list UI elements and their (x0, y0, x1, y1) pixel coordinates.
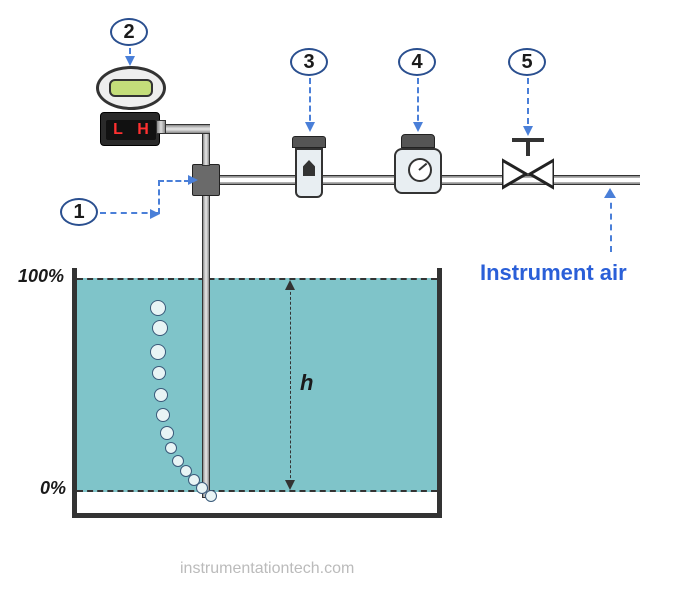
callout-3-arrow (309, 78, 311, 130)
transmitter-stub (156, 120, 166, 134)
level-100-label: 100% (18, 266, 64, 287)
bubble (180, 465, 192, 477)
transmitter-lh-ports: L H (106, 120, 156, 140)
callout-4: 4 (398, 48, 436, 76)
dp-transmitter: L H (100, 112, 160, 146)
rotameter (292, 136, 326, 198)
air-regulator (394, 134, 442, 194)
rotameter-cap (292, 136, 326, 148)
bubble (154, 388, 168, 402)
callout-1-arrow-elbow (158, 180, 160, 214)
h-dimension-line (290, 282, 291, 488)
dip-tube (202, 192, 210, 498)
transmitter-head (96, 66, 166, 110)
bubble (150, 300, 166, 316)
isolation-valve (502, 138, 554, 194)
bubble (172, 455, 184, 467)
instrument-air-arrow (610, 192, 612, 252)
callout-1: 1 (60, 198, 98, 226)
rotameter-float (303, 160, 315, 176)
bubble (165, 442, 177, 454)
bubbler-level-diagram: 100% 0% h L H (0, 0, 690, 610)
regulator-knob (401, 134, 435, 148)
transmitter-impulse-line-h (160, 124, 210, 134)
bubble (150, 344, 166, 360)
bubble (152, 320, 168, 336)
water (77, 278, 437, 492)
instrument-air-label: Instrument air (480, 260, 627, 286)
bubble (160, 426, 174, 440)
port-l-label: L (113, 121, 123, 139)
callout-1-arrow-elbow2 (158, 180, 190, 182)
h-label: h (300, 370, 313, 396)
bubble (188, 474, 200, 486)
callout-5: 5 (508, 48, 546, 76)
rotameter-body (295, 148, 323, 198)
callout-4-arrow (417, 78, 419, 130)
callout-5-arrow (527, 78, 529, 134)
valve-body (502, 156, 554, 192)
callout-1-arrow (100, 212, 158, 214)
callout-2: 2 (110, 18, 148, 46)
port-h-label: H (137, 121, 149, 139)
watermark: instrumentationtech.com (180, 560, 354, 578)
instrument-air-arrowhead (604, 188, 616, 198)
bubble (205, 490, 217, 502)
callout-1-arrowhead (188, 175, 198, 185)
level-0-label: 0% (40, 478, 66, 499)
regulator-body (394, 148, 442, 194)
callout-3: 3 (290, 48, 328, 76)
bubble (152, 366, 166, 380)
valve-stem (526, 138, 530, 156)
transmitter-display (109, 79, 153, 97)
bubble (156, 408, 170, 422)
callout-2-arrow (129, 48, 131, 64)
